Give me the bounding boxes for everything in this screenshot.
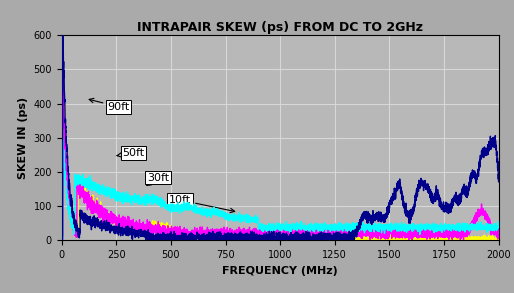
X-axis label: FREQUENCY (MHz): FREQUENCY (MHz) — [222, 265, 338, 275]
Y-axis label: SKEW IN (ps): SKEW IN (ps) — [18, 97, 28, 179]
Text: 50ft: 50ft — [117, 148, 144, 158]
Text: 10ft: 10ft — [169, 195, 235, 213]
Text: 30ft: 30ft — [147, 173, 169, 185]
Text: 90ft: 90ft — [89, 98, 130, 112]
Title: INTRAPAIR SKEW (ps) FROM DC TO 2GHz: INTRAPAIR SKEW (ps) FROM DC TO 2GHz — [137, 21, 423, 34]
